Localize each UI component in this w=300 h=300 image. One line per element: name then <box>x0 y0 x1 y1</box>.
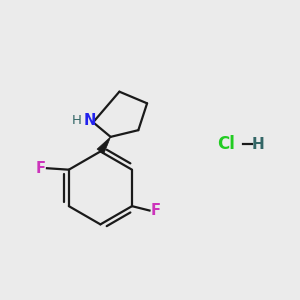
Text: H: H <box>72 114 82 127</box>
Text: F: F <box>151 203 161 218</box>
Text: H: H <box>251 137 264 152</box>
Text: F: F <box>36 161 46 176</box>
Polygon shape <box>97 137 111 154</box>
Text: N: N <box>84 113 96 128</box>
Text: Cl: Cl <box>217 135 235 153</box>
